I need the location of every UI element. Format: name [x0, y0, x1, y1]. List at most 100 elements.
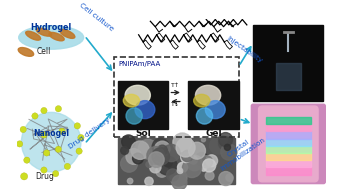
Text: T↑: T↑ [171, 83, 180, 88]
Circle shape [177, 168, 183, 174]
Circle shape [53, 170, 59, 177]
Circle shape [170, 169, 187, 186]
Text: Gel: Gel [205, 129, 222, 139]
Ellipse shape [123, 94, 140, 107]
Bar [266, 160, 311, 167]
Ellipse shape [196, 108, 213, 124]
Circle shape [189, 156, 197, 164]
Circle shape [164, 158, 172, 167]
Circle shape [127, 178, 133, 184]
Circle shape [182, 150, 193, 162]
Circle shape [126, 149, 142, 164]
Circle shape [59, 128, 65, 134]
Circle shape [64, 163, 71, 170]
Ellipse shape [18, 48, 34, 56]
Text: PNIPAm/PAA: PNIPAm/PAA [118, 61, 160, 67]
Circle shape [147, 146, 165, 164]
Ellipse shape [60, 29, 75, 38]
Circle shape [43, 150, 50, 156]
Bar [276, 63, 301, 90]
Circle shape [187, 155, 202, 171]
Ellipse shape [125, 85, 150, 105]
Text: Nanogel: Nanogel [33, 129, 69, 138]
Text: T↓: T↓ [171, 102, 180, 107]
Circle shape [154, 141, 170, 156]
Circle shape [17, 141, 23, 147]
Circle shape [209, 137, 226, 154]
Bar [118, 138, 235, 184]
Circle shape [205, 171, 214, 180]
Circle shape [20, 126, 26, 133]
Bar [266, 131, 311, 139]
Ellipse shape [194, 94, 210, 107]
Circle shape [122, 135, 135, 149]
Ellipse shape [205, 101, 225, 119]
Circle shape [203, 159, 216, 172]
Ellipse shape [26, 31, 41, 40]
Bar [266, 167, 311, 175]
Circle shape [173, 133, 192, 152]
Bar [118, 81, 169, 129]
Text: Cell: Cell [37, 47, 51, 57]
Ellipse shape [126, 108, 142, 124]
Ellipse shape [135, 101, 155, 119]
Circle shape [201, 166, 206, 171]
Circle shape [172, 175, 187, 189]
Circle shape [156, 165, 168, 177]
Ellipse shape [49, 32, 64, 41]
Text: Sol: Sol [135, 129, 151, 139]
Circle shape [195, 153, 208, 165]
Circle shape [152, 138, 169, 155]
Circle shape [131, 141, 149, 159]
Circle shape [221, 144, 237, 160]
Bar [275, 34, 302, 92]
Circle shape [176, 138, 195, 157]
Circle shape [219, 172, 233, 186]
Text: Hydrogel: Hydrogel [31, 23, 72, 32]
Circle shape [41, 167, 47, 173]
Text: Crystal
immobilization: Crystal immobilization [215, 131, 266, 172]
Circle shape [152, 148, 170, 165]
Circle shape [146, 161, 152, 167]
Text: Cell culture: Cell culture [78, 2, 114, 32]
Circle shape [181, 152, 191, 163]
Circle shape [182, 159, 202, 177]
Circle shape [178, 162, 187, 172]
Circle shape [138, 139, 158, 159]
Circle shape [149, 152, 164, 167]
Circle shape [206, 155, 217, 167]
Circle shape [55, 106, 62, 112]
Circle shape [224, 144, 230, 150]
Circle shape [157, 145, 167, 155]
Circle shape [121, 155, 138, 172]
Circle shape [218, 137, 232, 150]
Ellipse shape [19, 26, 84, 49]
FancyBboxPatch shape [251, 104, 325, 184]
Circle shape [76, 148, 82, 154]
Circle shape [200, 156, 213, 168]
Text: Injectability: Injectability [225, 35, 263, 64]
Circle shape [41, 107, 47, 114]
Bar [188, 81, 239, 129]
Circle shape [132, 153, 143, 164]
Circle shape [21, 173, 28, 180]
Circle shape [163, 144, 180, 162]
Ellipse shape [36, 28, 52, 36]
Circle shape [145, 177, 153, 185]
Circle shape [189, 142, 205, 159]
Circle shape [166, 169, 179, 181]
Circle shape [78, 134, 84, 141]
Bar [266, 117, 311, 124]
Bar [266, 139, 311, 146]
Text: Drug delivery: Drug delivery [67, 116, 111, 150]
Circle shape [74, 123, 80, 129]
Circle shape [219, 136, 227, 144]
Circle shape [158, 156, 177, 175]
Circle shape [201, 138, 205, 142]
Circle shape [24, 157, 30, 163]
Circle shape [121, 146, 129, 154]
Circle shape [150, 162, 161, 173]
Circle shape [55, 146, 62, 153]
Circle shape [149, 158, 155, 164]
Bar [266, 146, 311, 153]
